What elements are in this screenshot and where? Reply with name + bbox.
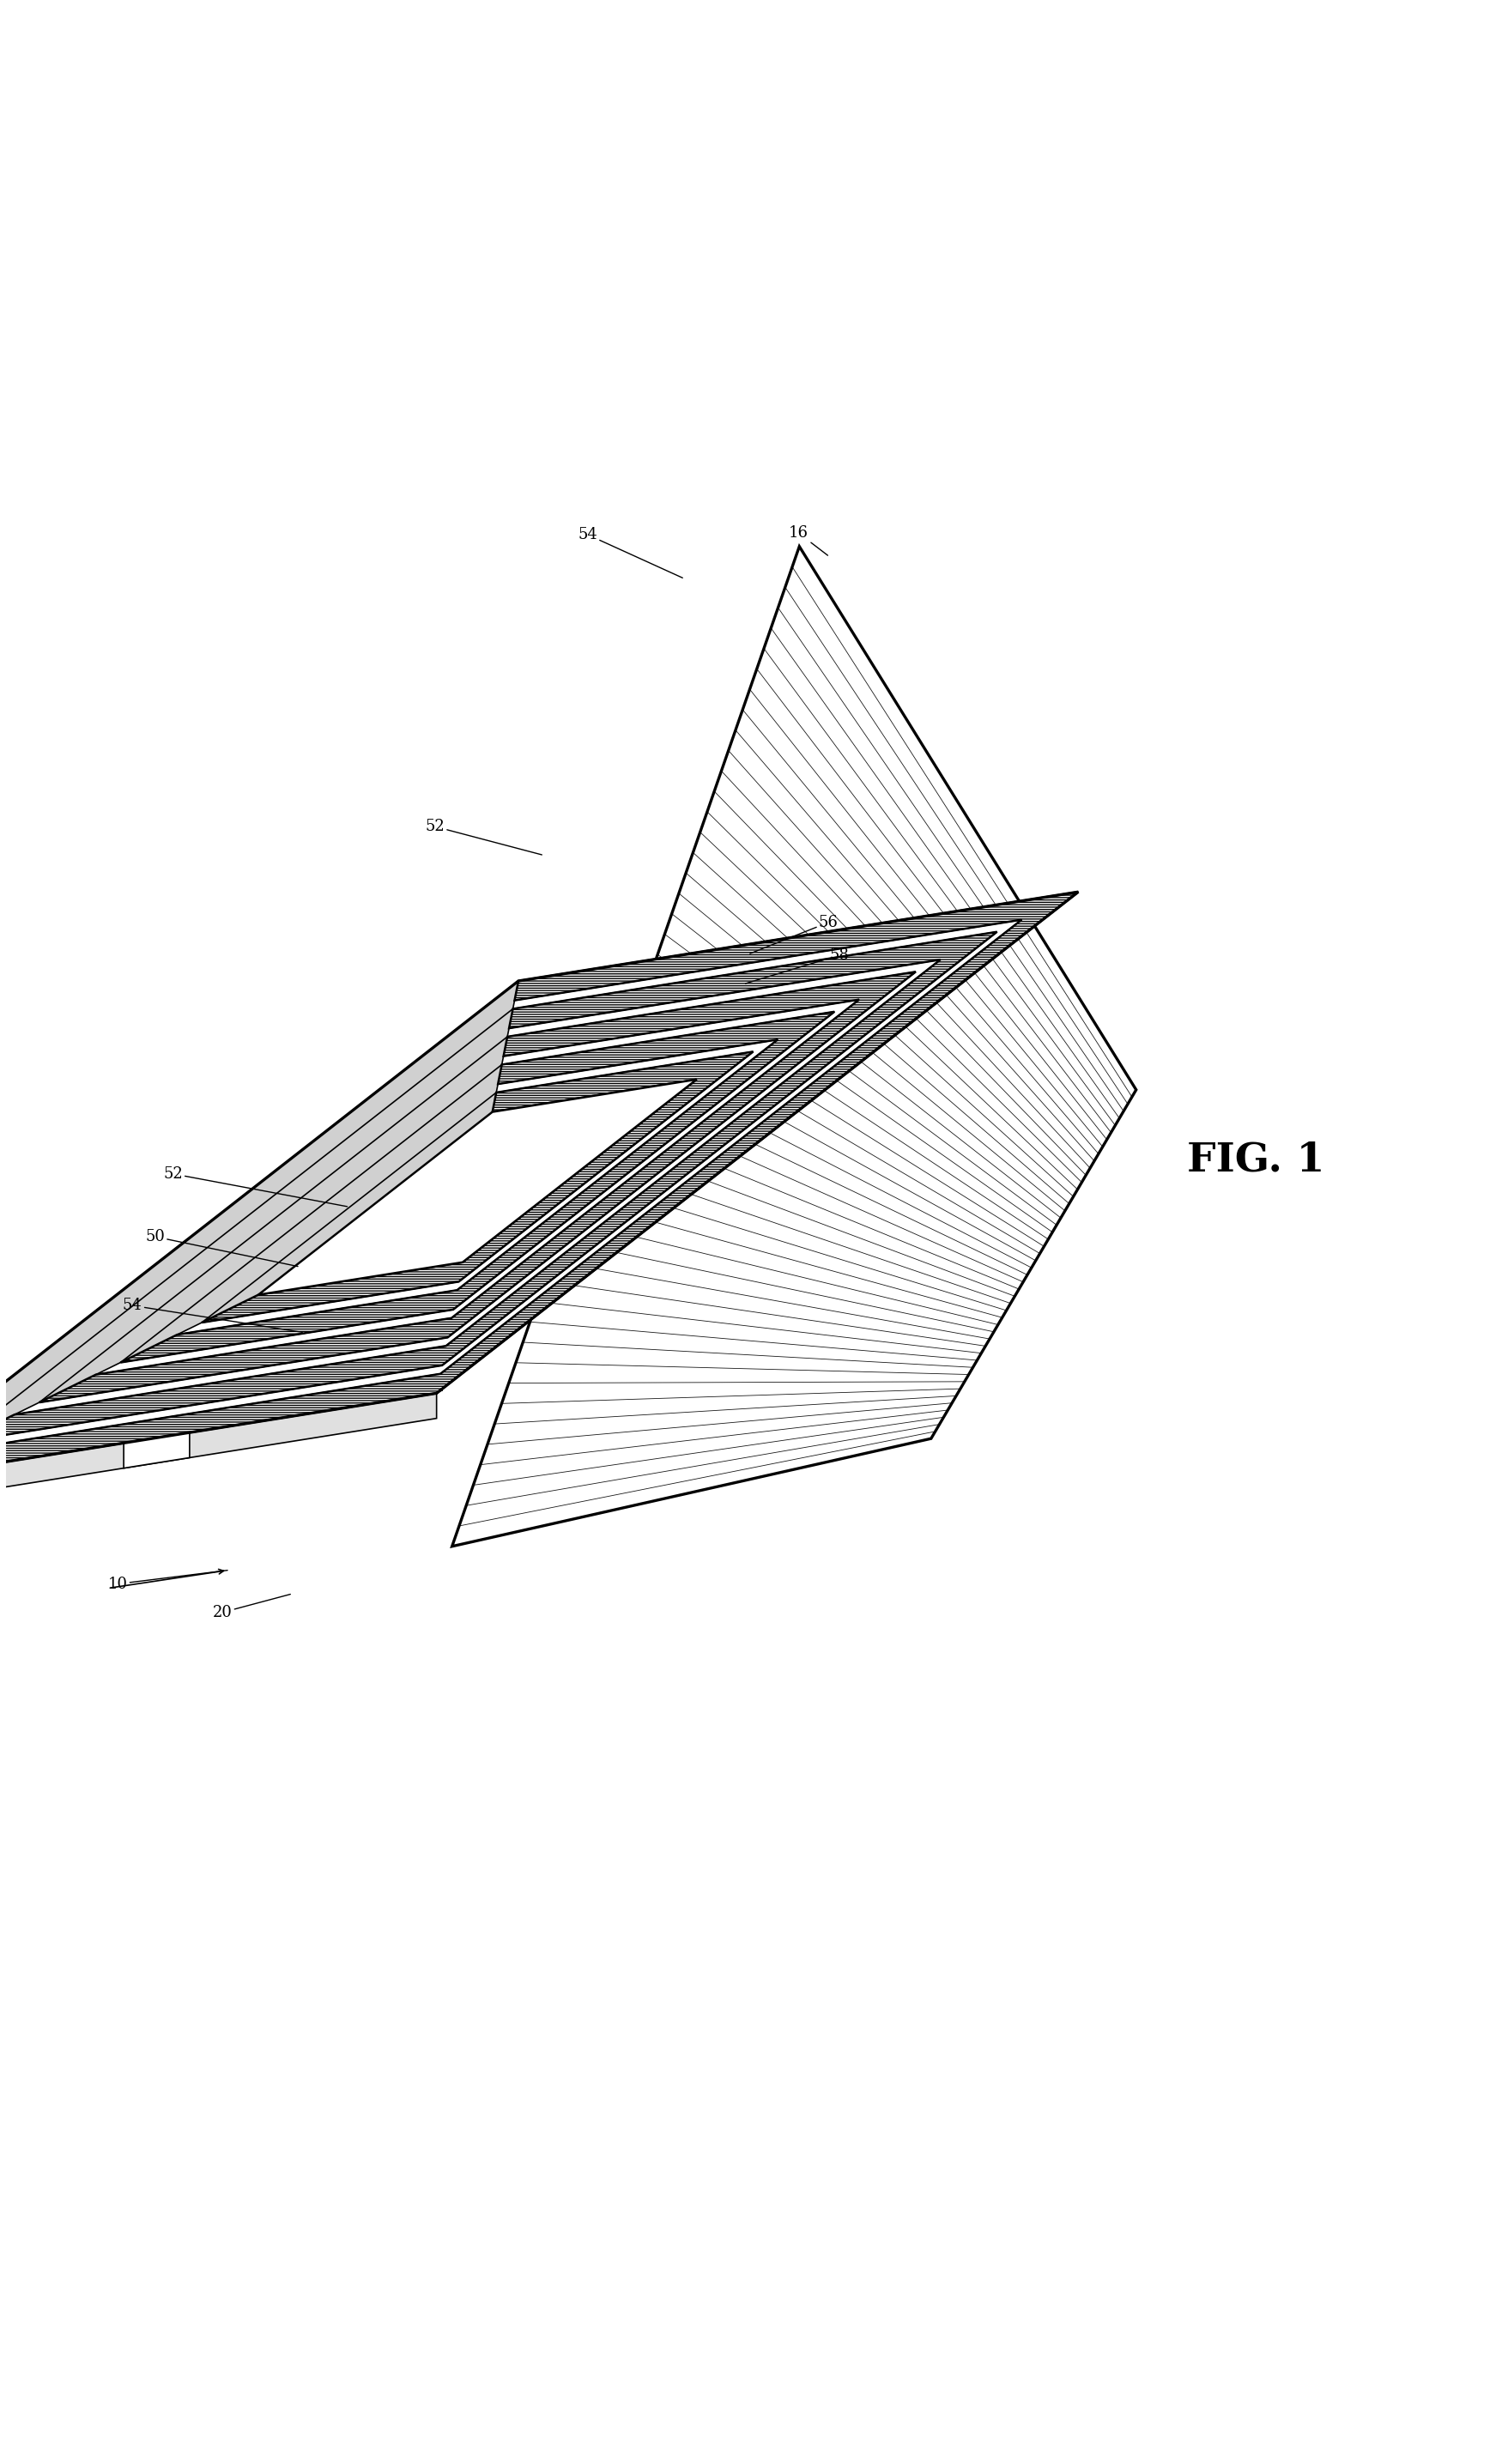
Text: 52: 52 [425,818,541,855]
Text: 52: 52 [163,1165,347,1207]
Text: 58: 58 [745,949,849,983]
Polygon shape [0,892,1078,1483]
Polygon shape [15,958,939,1414]
Polygon shape [202,1052,752,1323]
Polygon shape [39,971,915,1402]
Polygon shape [121,1064,502,1387]
Polygon shape [0,931,997,1441]
Text: 54: 54 [578,527,682,579]
Polygon shape [39,1338,448,1427]
Polygon shape [0,1365,442,1469]
Text: FIG. 1: FIG. 1 [1187,1141,1324,1180]
Polygon shape [0,892,1078,1483]
Polygon shape [121,1308,452,1387]
Text: 50: 50 [145,1230,297,1266]
Polygon shape [39,1037,507,1427]
Text: 10: 10 [107,1570,228,1592]
Polygon shape [176,1040,778,1335]
Text: 20: 20 [213,1594,290,1621]
Polygon shape [124,1432,190,1469]
Polygon shape [0,919,1021,1454]
Polygon shape [202,1092,496,1348]
Polygon shape [202,1052,752,1323]
Polygon shape [121,1013,834,1363]
Polygon shape [0,981,519,1508]
Text: 56: 56 [749,914,838,954]
Polygon shape [0,1392,436,1508]
Text: 16: 16 [789,525,828,554]
Text: 54: 54 [122,1299,302,1333]
Polygon shape [0,1008,513,1469]
Polygon shape [202,1281,458,1348]
Polygon shape [97,1000,858,1375]
Polygon shape [0,931,997,1441]
Polygon shape [121,1013,834,1363]
Polygon shape [258,1079,697,1294]
Polygon shape [452,547,1136,1547]
Polygon shape [39,971,915,1402]
